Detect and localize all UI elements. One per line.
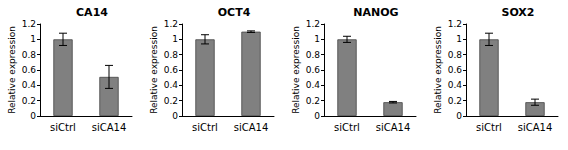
svg-text:Relative expression: Relative expression	[7, 26, 17, 114]
svg-text:1.2: 1.2	[164, 19, 178, 29]
svg-text:0.8: 0.8	[448, 50, 463, 60]
svg-text:siCtrl: siCtrl	[334, 122, 360, 133]
svg-text:siCtrl: siCtrl	[192, 122, 218, 133]
svg-text:SOX2: SOX2	[501, 6, 534, 19]
svg-text:1.2: 1.2	[22, 19, 36, 29]
svg-text:siCA14: siCA14	[92, 122, 127, 133]
svg-text:0.8: 0.8	[306, 50, 321, 60]
svg-text:0.2: 0.2	[306, 96, 320, 106]
svg-text:siCtrl: siCtrl	[50, 122, 76, 133]
svg-text:1.2: 1.2	[448, 19, 462, 29]
svg-text:0.2: 0.2	[448, 96, 462, 106]
svg-text:CA14: CA14	[76, 6, 108, 19]
svg-text:NANOG: NANOG	[353, 6, 398, 19]
svg-text:0: 0	[314, 111, 320, 121]
svg-text:0.6: 0.6	[448, 65, 463, 75]
svg-text:0: 0	[30, 111, 36, 121]
svg-text:Relative expression: Relative expression	[291, 26, 301, 114]
svg-text:0.4: 0.4	[164, 80, 179, 90]
svg-text:siCA14: siCA14	[234, 122, 269, 133]
svg-text:0.4: 0.4	[306, 80, 321, 90]
svg-text:0: 0	[172, 111, 178, 121]
svg-text:1: 1	[30, 34, 36, 44]
svg-text:0.8: 0.8	[22, 50, 37, 60]
svg-text:Relative expression: Relative expression	[149, 26, 159, 114]
svg-text:siCA14: siCA14	[376, 122, 411, 133]
svg-text:1.2: 1.2	[306, 19, 320, 29]
svg-text:siCtrl: siCtrl	[476, 122, 502, 133]
svg-text:0: 0	[456, 111, 462, 121]
svg-text:1: 1	[314, 34, 320, 44]
svg-text:1: 1	[172, 34, 178, 44]
svg-text:0.2: 0.2	[164, 96, 178, 106]
svg-text:0.4: 0.4	[22, 80, 37, 90]
svg-text:0.4: 0.4	[448, 80, 463, 90]
svg-text:0.6: 0.6	[22, 65, 37, 75]
svg-text:siCA14: siCA14	[518, 122, 553, 133]
svg-text:0.2: 0.2	[22, 96, 36, 106]
svg-text:Relative expression: Relative expression	[433, 26, 443, 114]
svg-text:0.6: 0.6	[306, 65, 321, 75]
svg-text:OCT4: OCT4	[218, 6, 251, 19]
svg-text:0.6: 0.6	[164, 65, 179, 75]
svg-text:1: 1	[456, 34, 462, 44]
svg-text:0.8: 0.8	[164, 50, 179, 60]
